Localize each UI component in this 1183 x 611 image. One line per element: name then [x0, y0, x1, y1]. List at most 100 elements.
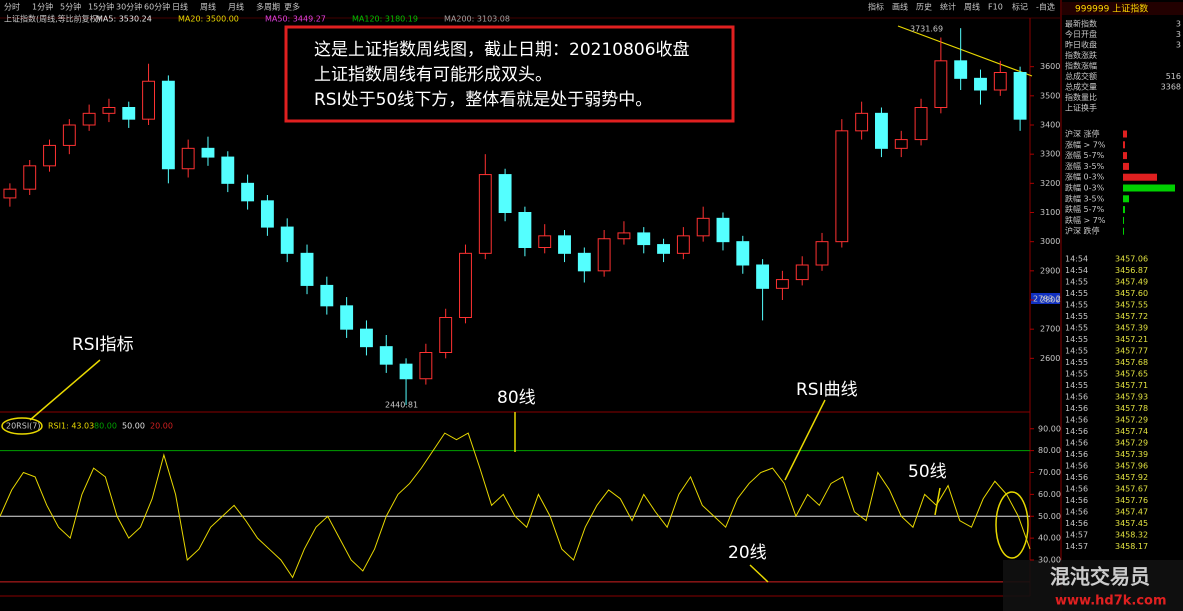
trade-price: 3457.39: [1115, 450, 1148, 459]
trade-time: 14:56: [1065, 393, 1088, 402]
y-tick-label: 30.00: [1038, 556, 1061, 565]
toolbar-item: 画线: [892, 2, 908, 12]
trade-price: 3457.74: [1115, 427, 1148, 436]
toolbar-item: 5分钟: [60, 2, 81, 12]
candle-body: [419, 352, 433, 380]
toolbar-item: 60分钟: [144, 2, 170, 12]
trade-time: 14:55: [1065, 301, 1088, 310]
trade-time: 14:54: [1065, 255, 1088, 264]
breadth-label: 跌幅 3-5%: [1065, 193, 1105, 203]
candle-body: [280, 226, 294, 254]
candle-body: [775, 279, 789, 289]
candle-body: [795, 264, 809, 281]
trade-price: 3457.96: [1115, 462, 1148, 471]
legend-item: MA120: 3180.19: [352, 15, 418, 24]
candle-body: [221, 156, 235, 184]
breadth-bar: [1123, 173, 1157, 181]
breadth-bar: [1123, 216, 1124, 224]
candle-body: [142, 80, 156, 120]
panel-label: 今日开盘: [1065, 29, 1097, 39]
toolbar-item: 统计: [940, 2, 956, 12]
high-label: 3731.69: [910, 25, 943, 34]
candle-body: [360, 328, 373, 348]
y-tick-label: 3600: [1040, 62, 1060, 71]
trade-time: 14:56: [1065, 439, 1088, 448]
toolbar-item: 30分钟: [116, 2, 142, 12]
panel-value: 3: [1176, 30, 1181, 39]
panel-label: 总成交量: [1065, 82, 1097, 92]
breadth-label: 跌幅 > 7%: [1065, 215, 1106, 225]
trade-price: 3457.71: [1115, 381, 1148, 390]
trade-price: 3457.65: [1115, 370, 1148, 379]
trade-price: 3456.87: [1115, 266, 1148, 275]
trade-price: 3457.78: [1115, 404, 1148, 413]
y-tick-label: 40.00: [1038, 534, 1061, 543]
candle-body: [478, 174, 492, 254]
candle-body: [974, 77, 987, 91]
y-tick-label: 3200: [1040, 179, 1060, 188]
toolbar-item: F10: [988, 3, 1003, 12]
toolbar-item: 标记: [1012, 2, 1028, 12]
trade-time: 14:54: [1065, 266, 1088, 275]
breadth-bar: [1123, 152, 1127, 160]
trade-time: 14:56: [1065, 416, 1088, 425]
candle-body: [954, 60, 968, 79]
breadth-label: 跌幅 5-7%: [1065, 204, 1105, 214]
annotation: RSI指标: [72, 335, 134, 355]
y-tick-label: 2700: [1040, 325, 1060, 334]
trade-time: 14:56: [1065, 404, 1088, 413]
trade-time: 14:57: [1065, 531, 1088, 540]
candle-body: [320, 284, 334, 307]
toolbar-item: 历史: [916, 2, 932, 12]
trade-time: 14:56: [1065, 473, 1088, 482]
panel-value: 3: [1176, 41, 1181, 50]
toolbar-item: 月线: [228, 2, 244, 12]
candle-body: [122, 107, 136, 120]
price-marker: 2783.2: [1033, 295, 1061, 304]
candle-body: [657, 244, 670, 254]
toolbar-item: 15分钟: [88, 2, 114, 12]
candle-body: [82, 112, 96, 126]
low-label: 2440.81: [385, 401, 418, 410]
panel-value: 516: [1166, 72, 1181, 81]
candle-body: [43, 144, 56, 167]
y-tick-label: 3500: [1040, 91, 1060, 100]
panel-label: 指数涨跌: [1065, 50, 1097, 60]
trade-price: 3457.60: [1115, 289, 1148, 298]
y-tick-label: 50.00: [1038, 512, 1061, 521]
watermark: www.hd7k.com: [1055, 594, 1167, 609]
breadth-bar: [1123, 130, 1127, 138]
candle-body: [815, 241, 829, 266]
toolbar-item: 周线: [200, 2, 216, 12]
legend-item: MA200: 3103.08: [444, 15, 510, 24]
candle-body: [498, 174, 512, 213]
trade-time: 14:56: [1065, 485, 1088, 494]
trade-time: 14:55: [1065, 324, 1088, 333]
candle-body: [260, 200, 274, 228]
candle-body: [102, 107, 116, 114]
breadth-bar: [1123, 206, 1125, 214]
panel-label: 上证换手: [1065, 103, 1097, 113]
candle-body: [637, 232, 651, 246]
candle-body: [597, 238, 611, 272]
candle-body: [875, 112, 888, 149]
y-tick-label: 2800: [1040, 296, 1060, 305]
breadth-label: 沪深 跌停: [1065, 226, 1100, 236]
trade-time: 14:56: [1065, 427, 1088, 436]
breadth-label: 沪深 涨停: [1065, 129, 1100, 139]
candle-body: [379, 346, 393, 365]
trade-price: 3457.47: [1115, 508, 1148, 517]
trade-price: 3457.29: [1115, 416, 1148, 425]
candle-body: [894, 139, 908, 149]
candle-body: [577, 252, 591, 272]
candle-body: [617, 232, 631, 240]
rsi-line: [0, 432, 1031, 579]
toolbar-item: 分时: [4, 2, 20, 12]
breadth-bar: [1123, 184, 1175, 192]
trade-time: 14:56: [1065, 462, 1088, 471]
trade-price: 3457.49: [1115, 278, 1148, 287]
toolbar-item: 指标: [868, 2, 884, 12]
trade-price: 3457.77: [1115, 347, 1148, 356]
trade-price: 3457.55: [1115, 301, 1148, 310]
